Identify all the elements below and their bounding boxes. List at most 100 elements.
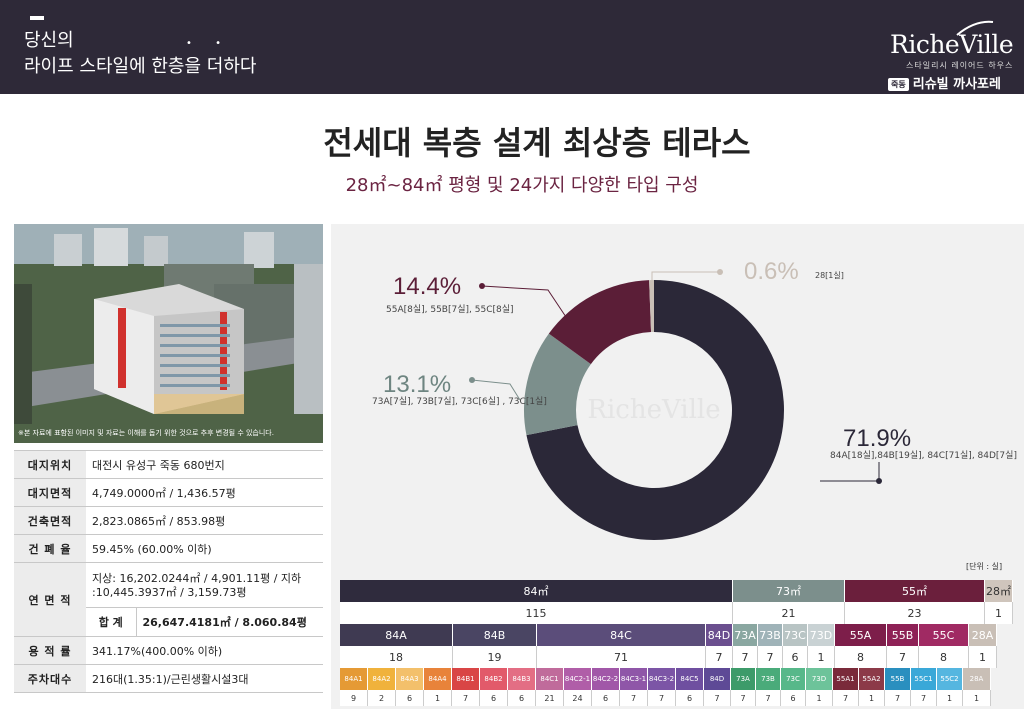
breakdown-group-count-row: 115 21 23 1: [340, 602, 1013, 624]
info-label: 건축면적: [14, 506, 86, 535]
breakdown-subtype-cell: 84B2: [480, 668, 508, 690]
info-value: 2,823.0865㎡ / 853.98평: [86, 506, 323, 535]
breakdown-type-cell: 84C: [537, 624, 706, 646]
breakdown-subtype-count: 1: [859, 690, 885, 706]
donut-label-28: 0.6%: [744, 258, 799, 285]
page-title: 전세대 복층 설계 최상층 테라스: [323, 124, 751, 162]
donut-detail-84: 84A[18실],84B[19실], 84C[71실], 84D[7실]: [830, 450, 1017, 461]
breakdown-subtype-count: 6: [592, 690, 620, 706]
donut-leader-line: [651, 271, 720, 290]
donut-slice-73: [524, 333, 591, 436]
breakdown-subtype-count: 7: [704, 690, 731, 706]
breakdown-subtype-count: 7: [731, 690, 756, 706]
donut-slice-55: [548, 280, 652, 365]
breakdown-subtype-count: 21: [536, 690, 564, 706]
breakdown-subtype-cell: 84A4: [424, 668, 452, 690]
table-row: 건축면적 2,823.0865㎡ / 853.98평: [14, 506, 323, 535]
info-value: 341.17%(400.00% 이하): [86, 636, 323, 665]
table-row: 용 적 률 341.17%(400.00% 이하): [14, 636, 323, 665]
donut-leader-dot: [479, 283, 485, 289]
breakdown-subtype-count: 7: [648, 690, 676, 706]
breakdown-subtype-count: 7: [885, 690, 911, 706]
breakdown-subtype-count: 6: [396, 690, 424, 706]
donut-slice-28: [649, 280, 654, 333]
table-row: 주차대수 216대(1.35:1)/근린생활시설3대: [14, 664, 323, 693]
breakdown-subtype-cell: 55C1: [911, 668, 937, 690]
breakdown-subtype-count: 7: [452, 690, 480, 706]
unit-note: [단위 : 실]: [966, 562, 1003, 571]
donut-label-73: 13.1%: [383, 371, 451, 398]
breakdown-subtype-count: 7: [620, 690, 648, 706]
breakdown-group-count: 115: [340, 602, 733, 624]
breakdown-subtype-cell: 84A1: [340, 668, 368, 690]
breakdown-subtype-cell: 73C: [781, 668, 806, 690]
tagline-line2: 라이프 스타일에 한층을 더하다: [24, 56, 257, 77]
breakdown-subtype-cell: 28A: [963, 668, 991, 690]
breakdown-type-cell: 55C: [919, 624, 969, 646]
breakdown-type-count: 8: [919, 646, 969, 668]
breakdown-type-row: 84A 84B 84C 84D 73A 73B 73C 73D 55A 55B 55C 28A: [340, 624, 1013, 646]
donut-leader-line: [820, 462, 880, 482]
breakdown-type-cell: 84B: [453, 624, 537, 646]
breakdown-type-count: 71: [537, 646, 706, 668]
info-label: 대지위치: [14, 450, 86, 479]
breakdown-subtype-count: 7: [756, 690, 781, 706]
info-value: 지상: 16,202.0244㎡ / 4,901.11평 / 지하 :10,44…: [86, 561, 323, 609]
breakdown-type-count: 19: [453, 646, 537, 668]
breakdown-subtype-row: 84A1 84A2 84A3 84A4 84B1 84B2 84B3 84C1 84C2-1 84…: [340, 668, 1013, 690]
breakdown-type-count: 7: [733, 646, 758, 668]
breakdown-subtype-count: 24: [564, 690, 592, 706]
breakdown-subtype-count: 9: [340, 690, 368, 706]
table-row: 대지면적 4,749.0000㎡ / 1,436.57평: [14, 478, 323, 507]
breakdown-subtype-count: 1: [806, 690, 833, 706]
breakdown-subtype-count: 1: [424, 690, 452, 706]
building-rendering-image: ※본 자료에 표함된 이미지 및 자료는 이해를 돕기 위한 것으로 추후 변경…: [14, 224, 323, 443]
breakdown-group-cell: 73㎡: [733, 580, 845, 602]
info-sublabel: 합 계: [86, 607, 137, 637]
breakdown-type-count: 7: [758, 646, 783, 668]
donut-slice-84: [526, 280, 784, 540]
brand-name-text: 리슈빌 까사포레: [912, 77, 1001, 92]
brand-name: 죽동 리슈빌 까사포레: [888, 73, 1001, 92]
breakdown-type-count: 7: [887, 646, 919, 668]
donut-leader-line: [471, 379, 521, 401]
info-label: 건 폐 율: [14, 534, 86, 563]
info-label: 주차대수: [14, 664, 86, 693]
breakdown-subtype-cell: 84A3: [396, 668, 424, 690]
breakdown-group-cell: 55㎡: [845, 580, 985, 602]
brand-badge: 죽동: [888, 78, 909, 91]
breakdown-type-cell: 73A: [733, 624, 758, 646]
breakdown-subtype-count: 6: [508, 690, 536, 706]
donut-detail-55: 55A[8실], 55B[7실], 55C[8실]: [386, 304, 514, 315]
donut-detail-73: 73A[7실], 73B[7실], 73C[6실] , 73C[1실]: [372, 396, 547, 407]
site-info-table: 대지위치 대전시 유성구 죽동 680번지 대지면적 4,749.0000㎡ /…: [14, 450, 323, 693]
breakdown-subtype-cell: 84C3-1: [620, 668, 648, 690]
info-label: 연 면 적: [14, 562, 86, 637]
breakdown-subtype-count: 6: [480, 690, 508, 706]
breakdown-type-count: 6: [783, 646, 808, 668]
breakdown-subtype-cell: 84D: [704, 668, 731, 690]
breakdown-subtype-cell: 84B3: [508, 668, 536, 690]
breakdown-subtype-cell: 84C1: [536, 668, 564, 690]
breakdown-subtype-cell: 84A2: [368, 668, 396, 690]
table-row: 대지위치 대전시 유성구 죽동 680번지: [14, 450, 323, 479]
breakdown-subtype-count: 6: [781, 690, 806, 706]
page-subtitle: 28㎡~84㎡ 평형 및 24가지 다양한 타입 구성: [345, 175, 699, 196]
breakdown-type-count: 1: [969, 646, 997, 668]
breakdown-subtype-count: 1: [937, 690, 963, 706]
breakdown-subtype-count: 1: [963, 690, 991, 706]
logo-swoosh-icon: [956, 20, 994, 36]
breakdown-subtype-count-row: 9 2 6 1 7 6 6 21 24 6 7 7 6 7 7 7 6 1 7 1 7 7 1 1: [340, 690, 1013, 706]
breakdown-type-cell: 73D: [808, 624, 835, 646]
donut-label-55: 14.4%: [393, 273, 461, 300]
donut-leader-line: [481, 285, 569, 321]
breakdown-group-row: 84㎡ 73㎡ 55㎡ 28㎡: [340, 580, 1013, 602]
breakdown-subtype-cell: 55B: [885, 668, 911, 690]
info-value: 4,749.0000㎡ / 1,436.57평: [86, 478, 323, 507]
donut-leader-dot: [469, 377, 475, 383]
breakdown-subtype-count: 6: [676, 690, 704, 706]
breakdown-subtype-cell: 84B1: [452, 668, 480, 690]
breakdown-type-count: 18: [340, 646, 453, 668]
table-row: 연 면 적 지상: 16,202.0244㎡ / 4,901.11평 / 지하 …: [14, 561, 323, 637]
